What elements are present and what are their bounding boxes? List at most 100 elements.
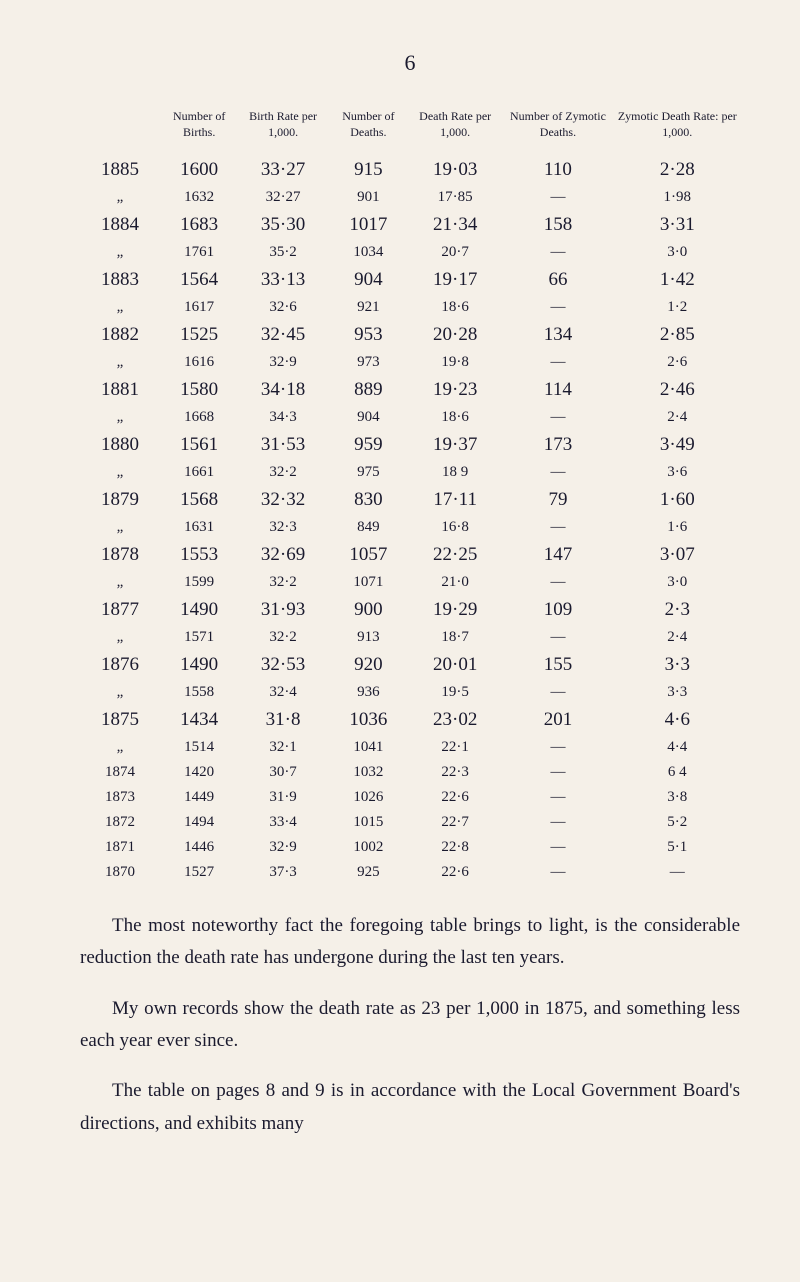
- table-cell: 19·17: [409, 265, 501, 295]
- table-cell: —: [501, 350, 614, 375]
- table-row: 1872149433·4101522·7—5·2: [80, 810, 740, 835]
- paragraph-3: The table on pages 8 and 9 is in accorda…: [80, 1075, 740, 1140]
- table-cell: 1616: [160, 350, 238, 375]
- table-cell: 1·42: [615, 265, 740, 295]
- table-cell: 904: [328, 265, 409, 295]
- table-cell: 1564: [160, 265, 238, 295]
- table-cell: 109: [501, 595, 614, 625]
- table-cell: 953: [328, 320, 409, 350]
- table-cell: 1494: [160, 810, 238, 835]
- table-cell: „: [80, 185, 160, 210]
- table-cell: 913: [328, 625, 409, 650]
- table-cell: 35·2: [238, 240, 327, 265]
- table-cell: 1600: [160, 155, 238, 185]
- table-row: 1880156131·5395919·371733·49: [80, 430, 740, 460]
- table-cell: —: [501, 570, 614, 595]
- table-cell: 22·6: [409, 860, 501, 885]
- table-cell: 1874: [80, 760, 160, 785]
- table-row: „163132·384916·8—1·6: [80, 515, 740, 540]
- table-cell: 17·11: [409, 485, 501, 515]
- table-cell: 4·4: [615, 735, 740, 760]
- table-cell: 904: [328, 405, 409, 430]
- table-cell: 1878: [80, 540, 160, 570]
- statistics-table: Number of Births. Birth Rate per 1,000. …: [80, 106, 740, 885]
- table-cell: 19·37: [409, 430, 501, 460]
- table-row: 1875143431·8103623·022014·6: [80, 705, 740, 735]
- table-cell: 32·9: [238, 350, 327, 375]
- table-cell: 1026: [328, 785, 409, 810]
- table-cell: 16·8: [409, 515, 501, 540]
- table-cell: 1525: [160, 320, 238, 350]
- table-cell: „: [80, 735, 160, 760]
- table-cell: 158: [501, 210, 614, 240]
- header-death-rate: Death Rate per 1,000.: [409, 106, 501, 155]
- table-cell: 31·53: [238, 430, 327, 460]
- table-row: „155832·493619·5—3·3: [80, 680, 740, 705]
- table-cell: 1553: [160, 540, 238, 570]
- table-cell: 32·69: [238, 540, 327, 570]
- table-row: 1881158034·1888919·231142·46: [80, 375, 740, 405]
- table-cell: 1882: [80, 320, 160, 350]
- header-zymotic-deaths: Number of Zymotic Deaths.: [501, 106, 614, 155]
- table-cell: 1514: [160, 735, 238, 760]
- table-row: 1877149031·9390019·291092·3: [80, 595, 740, 625]
- table-cell: 35·30: [238, 210, 327, 240]
- header-birth-rate: Birth Rate per 1,000.: [238, 106, 327, 155]
- table-cell: 1661: [160, 460, 238, 485]
- table-cell: 5·1: [615, 835, 740, 860]
- paragraph-1: The most noteworthy fact the foregoing t…: [80, 910, 740, 975]
- page-number: 6: [80, 50, 740, 76]
- table-cell: 18·6: [409, 295, 501, 320]
- table-cell: 32·2: [238, 625, 327, 650]
- table-cell: 1870: [80, 860, 160, 885]
- table-cell: 17·85: [409, 185, 501, 210]
- table-cell: 32·32: [238, 485, 327, 515]
- table-cell: 37·3: [238, 860, 327, 885]
- header-deaths: Number of Deaths.: [328, 106, 409, 155]
- table-cell: 1071: [328, 570, 409, 595]
- table-cell: 1558: [160, 680, 238, 705]
- table-cell: 4·6: [615, 705, 740, 735]
- table-cell: 1490: [160, 650, 238, 680]
- table-cell: 21·0: [409, 570, 501, 595]
- table-cell: 3·6: [615, 460, 740, 485]
- table-cell: —: [501, 735, 614, 760]
- table-row: „151432·1104122·1—4·4: [80, 735, 740, 760]
- table-cell: 21·34: [409, 210, 501, 240]
- table-cell: 34·18: [238, 375, 327, 405]
- table-row: „157132·291318·7—2·4: [80, 625, 740, 650]
- table-cell: —: [501, 515, 614, 540]
- table-cell: 134: [501, 320, 614, 350]
- table-cell: 31·9: [238, 785, 327, 810]
- table-cell: 2·4: [615, 625, 740, 650]
- table-cell: 1420: [160, 760, 238, 785]
- table-cell: 1032: [328, 760, 409, 785]
- table-cell: 19·8: [409, 350, 501, 375]
- table-cell: 32·6: [238, 295, 327, 320]
- table-row: 1882152532·4595320·281342·85: [80, 320, 740, 350]
- table-cell: —: [501, 785, 614, 810]
- table-cell: 1879: [80, 485, 160, 515]
- table-row: 1884168335·30101721·341583·31: [80, 210, 740, 240]
- table-cell: 3·8: [615, 785, 740, 810]
- table-cell: 32·2: [238, 570, 327, 595]
- table-cell: —: [501, 185, 614, 210]
- table-cell: 1·60: [615, 485, 740, 515]
- table-cell: 18·6: [409, 405, 501, 430]
- table-cell: 900: [328, 595, 409, 625]
- table-cell: 1034: [328, 240, 409, 265]
- table-cell: 173: [501, 430, 614, 460]
- table-cell: 32·2: [238, 460, 327, 485]
- table-cell: 114: [501, 375, 614, 405]
- table-cell: 3·0: [615, 240, 740, 265]
- table-cell: —: [501, 835, 614, 860]
- table-row: 1879156832·3283017·11791·60: [80, 485, 740, 515]
- table-cell: 915: [328, 155, 409, 185]
- table-cell: 23·02: [409, 705, 501, 735]
- table-cell: 18 9: [409, 460, 501, 485]
- table-row: 1883156433·1390419·17661·42: [80, 265, 740, 295]
- table-cell: 3·49: [615, 430, 740, 460]
- table-cell: „: [80, 405, 160, 430]
- table-body: 1885160033·2791519·031102·28„163232·2790…: [80, 155, 740, 885]
- table-cell: 1880: [80, 430, 160, 460]
